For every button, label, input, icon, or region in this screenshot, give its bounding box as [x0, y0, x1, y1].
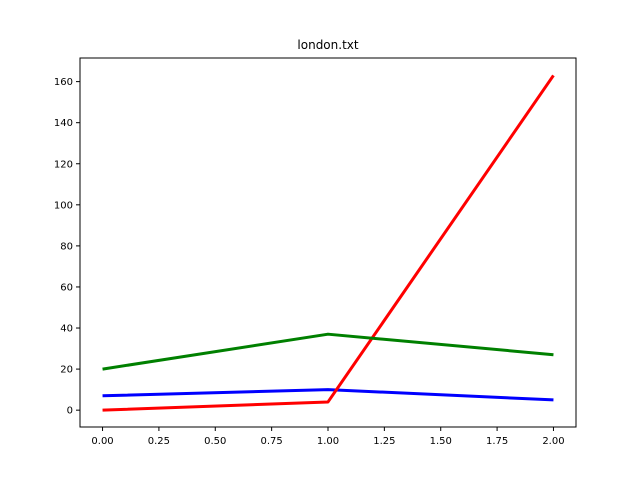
chart-title: london.txt	[297, 38, 358, 52]
series-line-0	[102, 388, 554, 402]
x-tick-label: 0.00	[91, 436, 113, 447]
series-line-1	[102, 74, 555, 412]
y-tick-label: 60	[60, 282, 73, 293]
x-tick-label: 0.25	[148, 436, 170, 447]
x-tick-label: 2.00	[542, 436, 564, 447]
y-tick-label: 0	[67, 406, 73, 417]
y-tick-label: 80	[60, 241, 73, 252]
series-line-2	[102, 332, 554, 371]
plot-series	[102, 74, 555, 412]
y-tick-label: 40	[60, 324, 73, 335]
y-tick-label: 20	[60, 365, 73, 376]
y-tick-label: 140	[54, 118, 73, 129]
x-tick-label: 1.00	[317, 436, 339, 447]
x-tick-label: 0.75	[261, 436, 283, 447]
y-tick-label: 100	[54, 200, 73, 211]
x-tick-label: 1.75	[486, 436, 508, 447]
x-tick-label: 1.25	[373, 436, 395, 447]
x-tick-label: 1.50	[430, 436, 452, 447]
y-tick-label: 160	[54, 77, 73, 88]
y-tick-label: 120	[54, 159, 73, 170]
y-axis: 0 20 40 60 80 100 120 140 160	[54, 77, 80, 417]
x-axis: 0.00 0.25 0.50 0.75 1.00 1.25 1.50 1.75 2.00	[91, 427, 565, 447]
x-tick-label: 0.50	[204, 436, 226, 447]
